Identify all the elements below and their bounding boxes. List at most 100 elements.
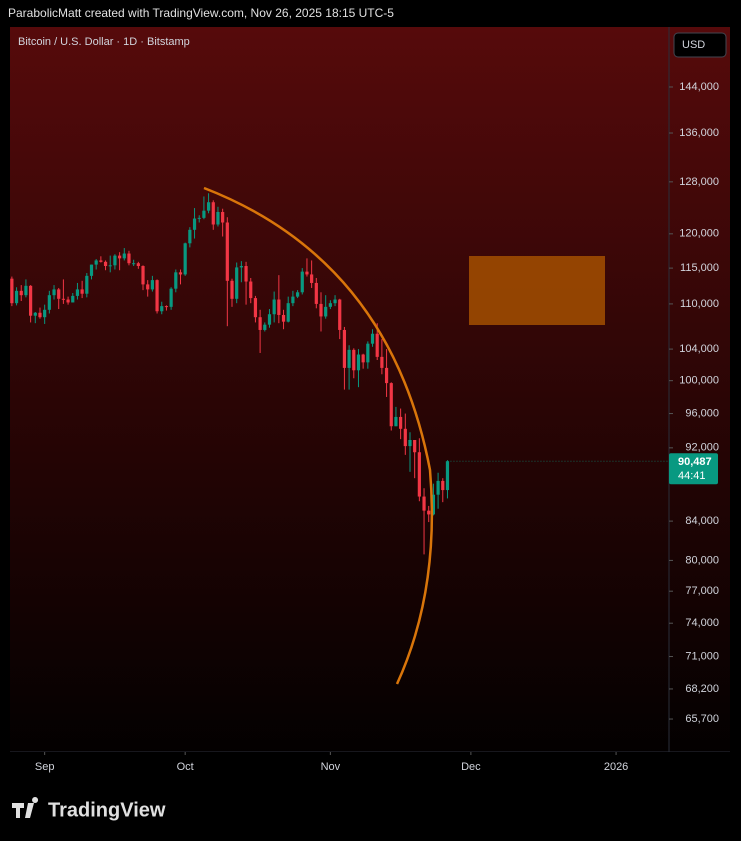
y-tick-label: 65,700 <box>685 713 719 725</box>
candle-body <box>188 229 192 244</box>
y-tick-label: 80,000 <box>685 554 719 566</box>
candle-body <box>272 299 276 315</box>
candle-body <box>38 312 42 318</box>
candle-body <box>375 333 379 357</box>
candle-body <box>281 314 286 322</box>
y-tick-label: 74,000 <box>685 617 719 629</box>
candle-body <box>244 266 248 282</box>
currency-box[interactable] <box>673 32 727 58</box>
candle-body <box>192 218 197 230</box>
candle-body <box>108 265 112 267</box>
candle-body <box>29 285 33 316</box>
candle-body <box>127 253 131 264</box>
candle-body <box>445 461 450 491</box>
candle-body <box>342 329 347 368</box>
candle-body <box>85 275 89 294</box>
brand: TradingView <box>12 797 166 821</box>
candle-body <box>361 354 365 363</box>
candle-body <box>249 281 253 299</box>
candle-body <box>253 298 258 318</box>
candle-body <box>33 312 37 316</box>
candle-body <box>267 314 272 325</box>
candle-body <box>113 255 117 266</box>
candle-body <box>211 202 215 225</box>
x-tick-label: Sep <box>35 761 55 773</box>
candle-body <box>178 272 183 275</box>
candle-body <box>160 306 164 312</box>
candle-body <box>389 383 393 427</box>
candle-body <box>352 349 356 371</box>
candle-body <box>89 264 94 276</box>
candle-body <box>427 510 431 515</box>
candle-body <box>436 480 440 495</box>
candles <box>10 193 450 555</box>
candle-body <box>169 288 173 307</box>
brand-name: TradingView <box>48 799 166 821</box>
price-tag-countdown: 44:41 <box>678 470 706 482</box>
candle-body <box>239 266 243 268</box>
candle-body <box>380 356 384 368</box>
arc-drawing <box>203 186 434 685</box>
candle-body <box>403 428 407 447</box>
candle-body <box>408 440 412 447</box>
candle-body <box>66 299 70 303</box>
candle-body <box>117 255 122 259</box>
candle-body <box>305 271 309 275</box>
y-tick-label: 120,000 <box>679 228 719 240</box>
candle-body <box>71 295 75 303</box>
y-tick-label: 77,000 <box>685 585 719 597</box>
y-tick-label: 100,000 <box>679 375 719 387</box>
y-tick-label: 104,000 <box>679 343 719 355</box>
candle-body <box>225 222 229 281</box>
y-tick-label: 92,000 <box>685 442 719 454</box>
candle-body <box>328 303 332 307</box>
y-tick-label: 115,000 <box>680 262 719 274</box>
candle-body <box>295 292 300 297</box>
candle-body <box>164 306 169 308</box>
candle-body <box>422 496 426 511</box>
candle-body <box>347 349 351 368</box>
candle-body <box>314 282 318 304</box>
x-tick-label: Dec <box>461 761 481 773</box>
candle-body <box>43 309 47 318</box>
candle-body <box>366 343 370 363</box>
candle-body <box>370 333 375 344</box>
candle-body <box>183 243 187 275</box>
plot-background <box>10 27 730 780</box>
candle-body <box>417 452 421 497</box>
candle-body <box>80 289 84 294</box>
y-tick-label: 84,000 <box>685 515 719 527</box>
candle-body <box>230 280 234 299</box>
candle-body <box>291 296 295 304</box>
x-tick-label: Oct <box>177 761 194 773</box>
candle-body <box>235 267 239 299</box>
candle-body <box>197 217 201 219</box>
candle-body <box>122 253 126 259</box>
candle-body <box>384 367 389 384</box>
candle-body <box>99 260 103 262</box>
candle-body <box>277 299 281 315</box>
candle-body <box>150 280 154 290</box>
candle-body <box>221 211 225 223</box>
candle-body <box>216 211 220 225</box>
candle-body <box>103 261 108 267</box>
candle-body <box>263 324 267 330</box>
candle-body <box>94 260 98 265</box>
candle-body <box>132 263 136 265</box>
candle-body <box>286 303 290 322</box>
candle-body <box>338 299 342 330</box>
candle-body <box>399 416 403 429</box>
x-tick-label: Nov <box>321 761 341 773</box>
candle-body <box>14 290 19 304</box>
candle-body <box>324 306 328 317</box>
price-tag-value: 90,487 <box>678 456 712 468</box>
candle-body <box>19 290 23 296</box>
candle-body <box>174 272 178 289</box>
candle-body <box>258 317 262 330</box>
candle-body <box>300 271 304 293</box>
x-tick-label: 2026 <box>604 761 628 773</box>
candle-body <box>10 278 14 304</box>
candle-body <box>206 202 211 211</box>
chart-title: Bitcoin / U.S. Dollar · 1D · Bitstamp <box>18 36 190 48</box>
